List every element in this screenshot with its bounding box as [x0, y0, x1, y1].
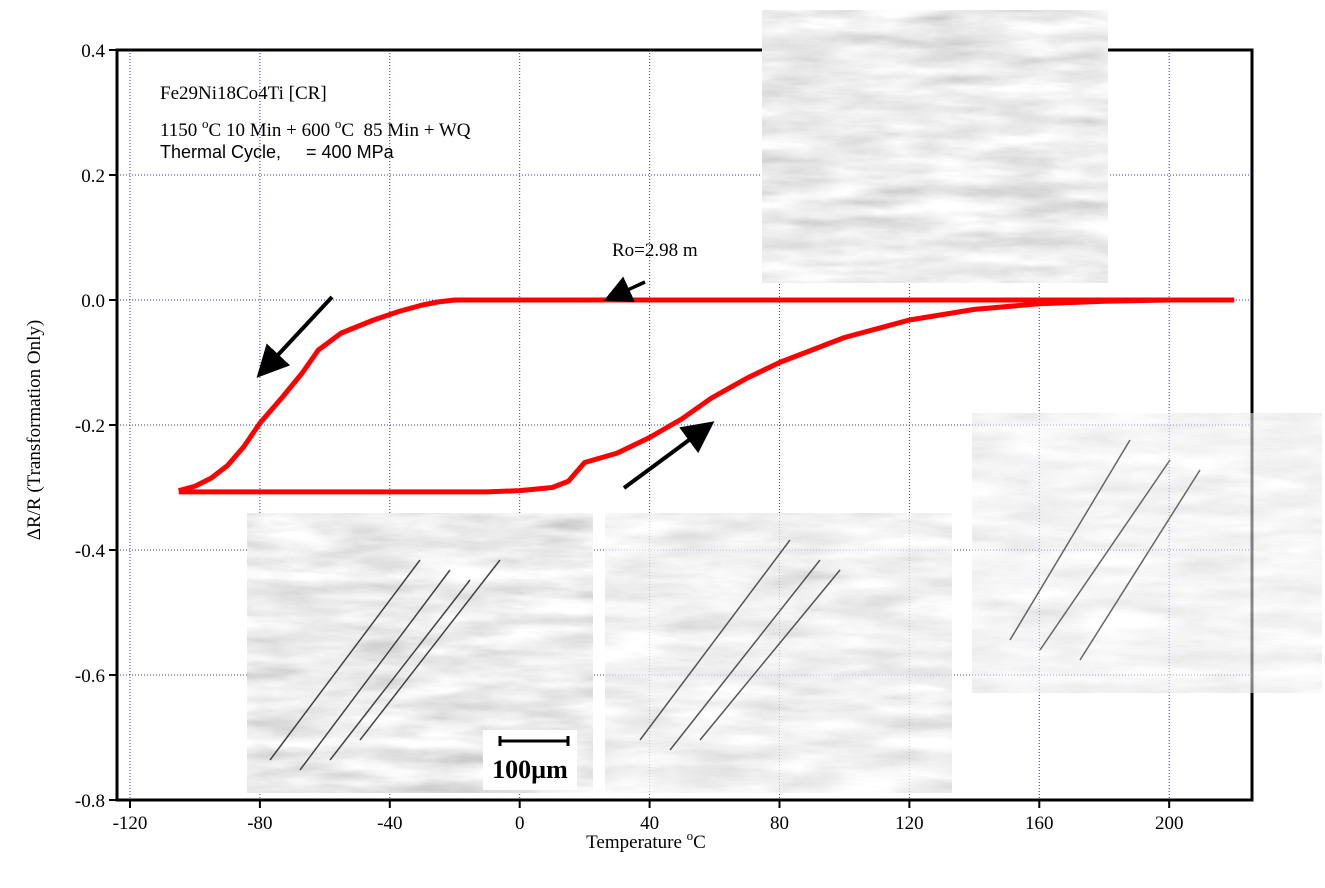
y-tick-label: -0.2 [75, 416, 105, 437]
annotation: Thermal Cycle, = 400 MPa [160, 142, 395, 162]
y-tick-label: 0.0 [81, 291, 105, 312]
x-tick-label: 40 [640, 813, 659, 834]
micrograph-bottom-mid [605, 513, 952, 793]
data-line [178, 297, 1235, 495]
x-axis-label: Temperature oC [586, 828, 706, 853]
annotation: 1150 oC 10 Min + 600 oC 85 Min + WQ [160, 116, 471, 141]
x-tick-label: 80 [770, 813, 789, 834]
x-tick-label: 200 [1155, 813, 1184, 834]
micrograph-right [972, 413, 1322, 693]
x-tick-label: 0 [515, 813, 525, 834]
y-axis-label: ΔR/R (Transformation Only) [24, 320, 45, 541]
y-tick-label: -0.8 [75, 791, 105, 812]
arrow [622, 421, 715, 490]
annotation: Ro=2.98 m [612, 240, 698, 261]
annotation: Fe29Ni18Co4Ti [CR] [160, 83, 327, 104]
x-tick-label: 160 [1025, 813, 1054, 834]
data-line [178, 297, 1235, 494]
micrograph-top [762, 10, 1108, 283]
x-tick-label: 120 [895, 813, 924, 834]
y-tick-label: 0.2 [81, 166, 105, 187]
y-tick-label: -0.4 [75, 541, 106, 562]
arrow [603, 276, 646, 303]
x-tick-label: -40 [377, 813, 402, 834]
arrow [256, 295, 334, 378]
x-tick-label: -80 [247, 813, 272, 834]
y-tick-label: -0.6 [75, 666, 105, 687]
x-tick-label: -120 [113, 813, 148, 834]
scale-bar: 100µm [483, 730, 577, 790]
y-tick-label: 0.4 [81, 41, 105, 62]
scale-bar-label: 100µm [492, 755, 568, 784]
